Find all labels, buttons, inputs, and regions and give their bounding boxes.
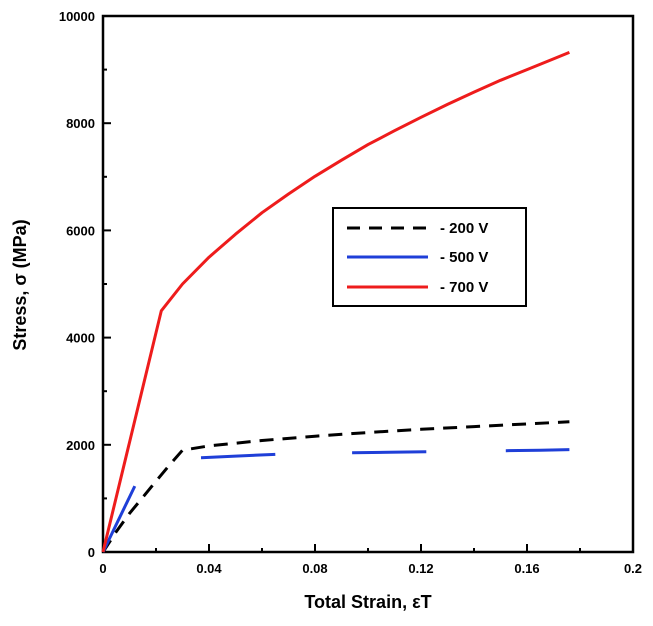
legend: - 200 V - 500 V - 700 V: [332, 207, 527, 307]
y-tick-label: 0: [88, 545, 95, 560]
legend-label-700v: - 700 V: [440, 279, 488, 296]
series-200-v-line: [101, 420, 570, 553]
y-tick-label: 2000: [66, 438, 95, 453]
y-axis-label: Stress, σ (MPa): [10, 219, 30, 350]
series-500-v-line: [505, 448, 570, 453]
series-500-v-line: [200, 452, 276, 460]
series-500-v-line: [101, 485, 137, 553]
y-tick-label: 10000: [59, 9, 95, 24]
series-500-v-line: [352, 450, 427, 455]
x-tick-label: 0: [99, 561, 106, 576]
x-tick-label: 0.04: [196, 561, 222, 576]
legend-label-500v: - 500 V: [440, 249, 488, 266]
x-tick-label: 0.16: [514, 561, 539, 576]
y-tick-label: 6000: [66, 223, 95, 238]
x-tick-label: 0.2: [624, 561, 642, 576]
legend-label-200v: - 200 V: [440, 220, 488, 237]
y-tick-label: 4000: [66, 331, 95, 346]
x-axis-label: Total Strain, εT: [304, 592, 431, 612]
series-layer: [101, 51, 570, 553]
x-tick-label: 0.12: [408, 561, 433, 576]
y-tick-label: 8000: [66, 116, 95, 131]
x-tick-label: 0.08: [302, 561, 327, 576]
series-700-v-line: [101, 51, 570, 553]
x-axis-ticks: 0 0.04 0.08 0.12 0.16 0.2: [99, 544, 642, 576]
